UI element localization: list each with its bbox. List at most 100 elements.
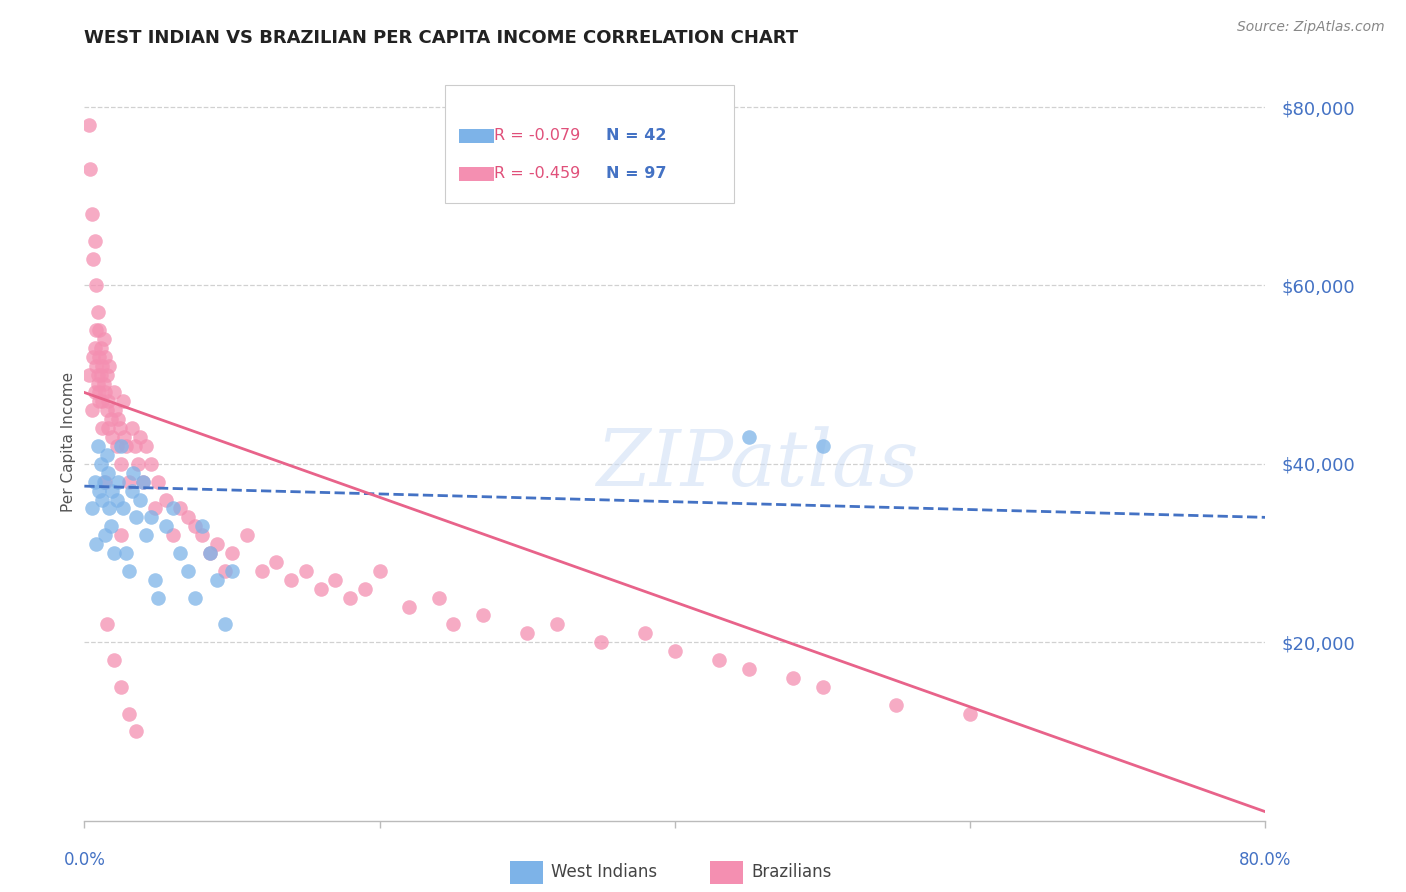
Point [125,724,148,739]
Point [191,519,214,533]
Point [121,421,143,435]
Point [87,394,111,409]
Point [112,430,135,444]
Point [148,591,170,605]
Point [339,591,361,605]
Point [169,501,191,516]
Point [221,564,243,578]
Point [111,501,134,516]
Point [91,421,114,435]
Point [77,368,100,382]
Point [207,573,229,587]
Point [886,698,908,712]
Point [135,439,157,453]
Point [221,546,243,560]
Point [198,546,221,560]
Text: WEST INDIAN VS BRAZILIAN PER CAPITA INCOME CORRELATION CHART: WEST INDIAN VS BRAZILIAN PER CAPITA INCO… [84,29,799,47]
Point [148,475,170,489]
Point [87,350,111,364]
Point [516,626,538,640]
Text: West Indians: West Indians [551,863,657,881]
Point [83,385,105,400]
Point [97,466,120,480]
Point [250,564,273,578]
Point [80,207,103,221]
Point [191,528,214,542]
Text: N = 97: N = 97 [606,167,666,181]
Point [103,385,125,400]
Text: ZIPatlas: ZIPatlas [596,426,918,502]
Point [135,528,157,542]
Point [162,501,184,516]
Point [591,635,613,649]
Point [104,403,127,417]
Point [98,359,121,373]
Point [118,564,141,578]
Point [184,591,207,605]
Point [782,671,804,685]
Point [94,385,117,400]
Point [110,528,132,542]
Point [87,483,111,498]
Point [155,519,177,533]
Point [101,430,124,444]
Point [811,680,834,694]
Point [83,341,105,355]
Point [94,350,117,364]
Point [80,403,103,417]
Point [443,617,465,632]
Point [82,350,104,364]
Y-axis label: Per Capita Income: Per Capita Income [60,371,76,512]
Point [546,617,568,632]
Point [169,546,191,560]
Point [101,483,124,498]
Point [91,394,114,409]
Point [96,403,118,417]
Point [84,537,107,551]
Point [90,457,112,471]
Point [198,546,221,560]
Point [87,323,111,337]
Point [94,475,117,489]
Point [110,457,132,471]
Bar [458,129,494,143]
Point [86,305,108,319]
Point [83,234,105,248]
Point [236,528,259,542]
Point [177,564,200,578]
Point [97,421,120,435]
Point [103,546,125,560]
Point [398,599,420,614]
Bar [509,861,543,884]
Point [107,475,129,489]
Point [79,162,101,177]
Text: 0.0%: 0.0% [63,851,105,869]
Point [93,332,115,346]
Point [105,439,128,453]
Point [103,653,125,667]
Point [118,475,141,489]
Point [354,582,377,596]
Point [110,680,132,694]
Point [738,662,761,676]
Point [118,706,141,721]
Point [143,573,166,587]
Point [139,510,162,524]
Text: Brazilians: Brazilians [752,863,832,881]
Point [96,448,118,462]
Point [93,475,115,489]
Point [93,376,115,391]
Point [96,368,118,382]
Point [86,439,108,453]
Point [107,412,129,426]
Point [94,528,117,542]
Point [143,501,166,516]
Text: R = -0.459: R = -0.459 [494,167,581,181]
Point [664,644,686,658]
Text: N = 42: N = 42 [606,128,666,144]
Text: R = -0.079: R = -0.079 [494,128,581,144]
Point [90,368,112,382]
Point [82,252,104,266]
Text: 80.0%: 80.0% [1239,851,1292,869]
Bar [458,167,494,181]
